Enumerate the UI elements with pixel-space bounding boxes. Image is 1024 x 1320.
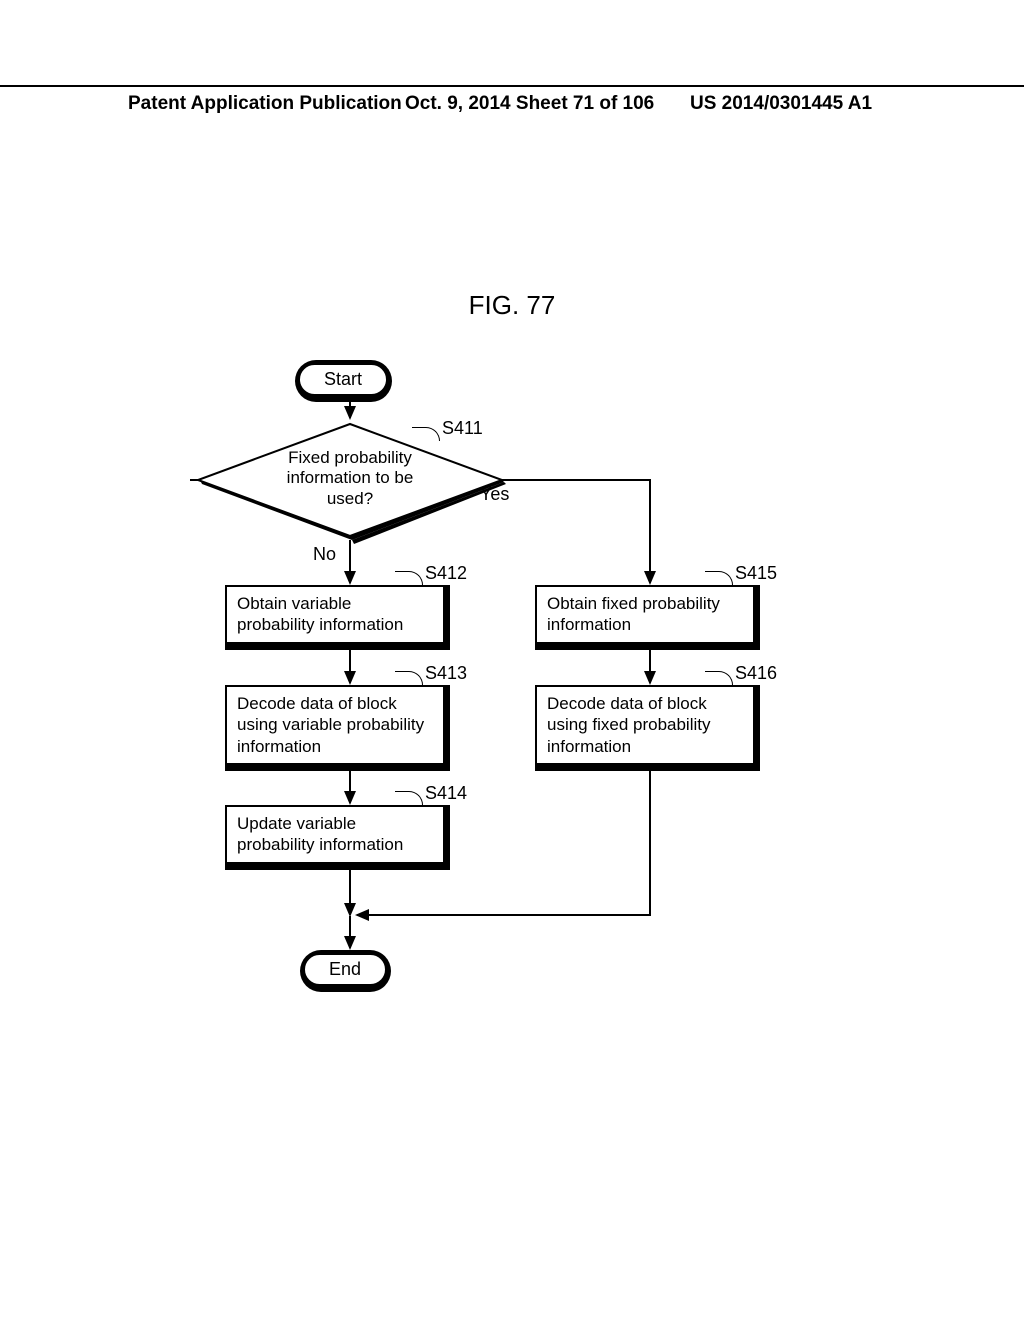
s415-node: Obtain fixed probability information <box>535 585 760 650</box>
s413-node: Decode data of block using variable prob… <box>225 685 450 771</box>
no-label: No <box>313 544 336 565</box>
decision-line1: Fixed probability <box>190 448 510 468</box>
s414-label: S414 <box>425 783 467 804</box>
s415-text: Obtain fixed probability information <box>547 594 720 634</box>
start-label: Start <box>324 369 362 389</box>
s412-text: Obtain variable probability information <box>237 594 403 634</box>
page-header: Patent Application Publication Oct. 9, 2… <box>0 85 1024 93</box>
s414-node: Update variable probability information <box>225 805 450 870</box>
page: Patent Application Publication Oct. 9, 2… <box>0 0 1024 1320</box>
start-node: Start <box>295 360 392 402</box>
s416-label: S416 <box>735 663 777 684</box>
header-mid: Oct. 9, 2014 Sheet 71 of 106 <box>405 93 654 115</box>
end-node: End <box>300 950 391 992</box>
header-left: Patent Application Publication <box>128 93 402 115</box>
flowchart: Start Fixed probability information to b… <box>170 360 870 1060</box>
s414-text: Update variable probability information <box>237 814 403 854</box>
s413-label: S413 <box>425 663 467 684</box>
s411-label: S411 <box>442 418 483 439</box>
end-label: End <box>329 959 361 979</box>
s412-node: Obtain variable probability information <box>225 585 450 650</box>
s413-text: Decode data of block using variable prob… <box>237 694 424 756</box>
s416-text: Decode data of block using fixed probabi… <box>547 694 710 756</box>
decision-line2: information to be <box>190 468 510 488</box>
yes-label: Yes <box>480 484 509 505</box>
s412-label: S412 <box>425 563 467 584</box>
header-right: US 2014/0301445 A1 <box>690 93 872 115</box>
decision-line3: used? <box>190 489 510 509</box>
s416-node: Decode data of block using fixed probabi… <box>535 685 760 771</box>
s415-label: S415 <box>735 563 777 584</box>
figure-title: FIG. 77 <box>0 290 1024 321</box>
